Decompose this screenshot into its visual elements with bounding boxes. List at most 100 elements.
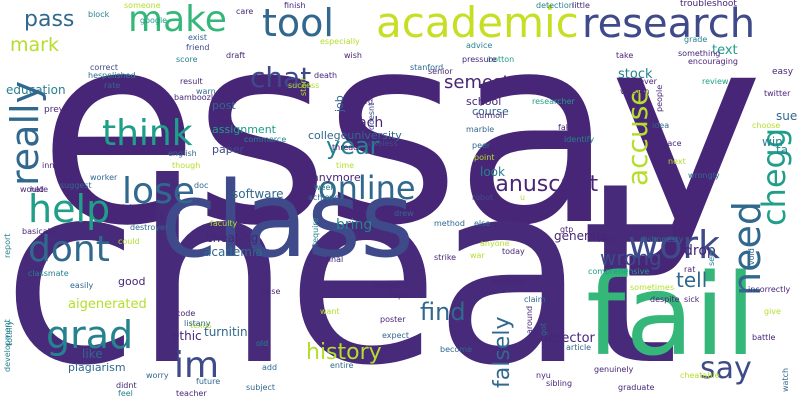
word-never: never — [634, 77, 657, 86]
word-worry: worry — [146, 371, 169, 380]
word-give: give — [764, 307, 781, 316]
word-achieve: achieve — [308, 193, 340, 202]
word-win: win — [762, 135, 783, 149]
word-detection: detection — [536, 1, 574, 10]
word-ta: ta — [776, 143, 789, 157]
word-expect: expect — [382, 331, 410, 340]
word-idea: idea — [652, 121, 670, 130]
word-text: text — [712, 43, 738, 58]
word-dont: dont — [28, 229, 110, 270]
word-stanford: stanford — [410, 63, 444, 72]
word-good: good — [118, 275, 146, 288]
word-anymore: anymore — [312, 171, 361, 184]
word-turmoil: turmoil — [476, 111, 505, 120]
word-look: look — [480, 165, 505, 179]
word-thread: thread — [332, 143, 359, 152]
word-doc: doc — [194, 181, 209, 190]
word-teacher: teacher — [176, 389, 207, 398]
word-year: year — [326, 132, 380, 160]
word-sick: sick — [684, 295, 700, 304]
word-whether: whether — [492, 277, 525, 286]
word-especially: especially — [320, 37, 360, 46]
word-suggest: suggest — [60, 181, 92, 190]
word-accuse: accuse — [621, 88, 654, 186]
word-tool: tool — [262, 1, 334, 45]
word-doesnt: doesnt — [367, 102, 376, 130]
word-nyu: nyu — [536, 371, 551, 380]
word-job: job — [333, 95, 346, 112]
word-thankfully: thankfully — [124, 213, 164, 222]
word-useless: useless — [368, 139, 398, 148]
word-graduate: graduate — [618, 383, 655, 392]
word-easily: easily — [70, 281, 94, 290]
word-trifecta: trifecta — [540, 81, 569, 90]
word-google: google — [140, 16, 168, 25]
word-make: make — [128, 0, 227, 40]
word-sometimes: sometimes — [630, 283, 675, 292]
word-feel: feel — [118, 389, 133, 398]
word-peer: peer — [472, 141, 491, 150]
word-someone: someone — [124, 1, 161, 10]
word-hate: hate — [30, 185, 49, 194]
word-advice: advice — [466, 41, 493, 50]
word-marble: marble — [466, 125, 495, 134]
word-totally: totally — [5, 320, 14, 346]
word-finish: finish — [284, 1, 306, 10]
word-detector: detector — [540, 331, 595, 346]
word-death: death — [314, 71, 338, 80]
word-lose: lose — [122, 171, 195, 212]
word-bring: bring — [336, 217, 373, 233]
word-attend: attend — [374, 281, 401, 290]
word-english: english — [168, 149, 197, 158]
word-drop: drop — [684, 243, 716, 259]
word-mark: mark — [10, 34, 59, 56]
word-incorrectly: incorrectly — [748, 285, 791, 294]
word-faculty: faculty — [210, 219, 238, 228]
word-basically: basically — [22, 227, 57, 236]
word-final: final — [326, 255, 344, 264]
word-wrong: wrong — [600, 246, 662, 270]
word-correct: correct — [90, 63, 119, 72]
word-research: research — [582, 1, 756, 47]
word-online: online — [318, 169, 416, 207]
word-im: im — [174, 345, 220, 386]
word-people: people — [655, 84, 664, 112]
word-u: u — [520, 193, 526, 202]
word-despite: despite — [650, 295, 680, 304]
word-senior: senior — [428, 67, 453, 76]
word-classmate: classmate — [28, 269, 69, 278]
word-drew: drew — [394, 209, 414, 218]
word-around: around — [525, 305, 534, 334]
word-hes: hes — [88, 71, 103, 80]
word-got: got — [539, 322, 548, 336]
word-bamboozle: bamboozle — [174, 93, 218, 102]
word-result: result — [180, 77, 203, 86]
word-battle: battle — [752, 333, 776, 342]
word-assignment: assignment — [212, 123, 276, 136]
word-aigenerated: aigenerated — [68, 297, 147, 312]
word-researcher: researcher — [532, 97, 575, 106]
word-require: require — [311, 217, 320, 246]
word-falsely: falsely — [490, 316, 515, 388]
word-worker: worker — [90, 173, 118, 182]
word-think: think — [102, 113, 193, 154]
word-warn: warn — [196, 87, 216, 96]
word-week: week — [314, 183, 336, 192]
word-botton: botton — [488, 55, 515, 64]
word-cheatable: cheatable — [680, 371, 720, 380]
word-software: software — [232, 187, 284, 201]
word-listany: listany — [184, 319, 211, 328]
word-report: report — [3, 233, 12, 258]
word-rat: rat — [684, 265, 696, 274]
word-post: post — [212, 99, 236, 112]
word-subject: subject — [246, 383, 275, 392]
word-wrongly: wrongly — [688, 171, 720, 180]
word-case: case — [262, 287, 281, 296]
word-tell: tell — [676, 268, 708, 292]
word-paper: paper — [212, 143, 244, 156]
word-gtp: gtp — [560, 225, 574, 234]
word-though: though — [172, 161, 201, 170]
word-replace: replace — [652, 139, 682, 148]
word-encouraging: encouraging — [688, 57, 738, 66]
